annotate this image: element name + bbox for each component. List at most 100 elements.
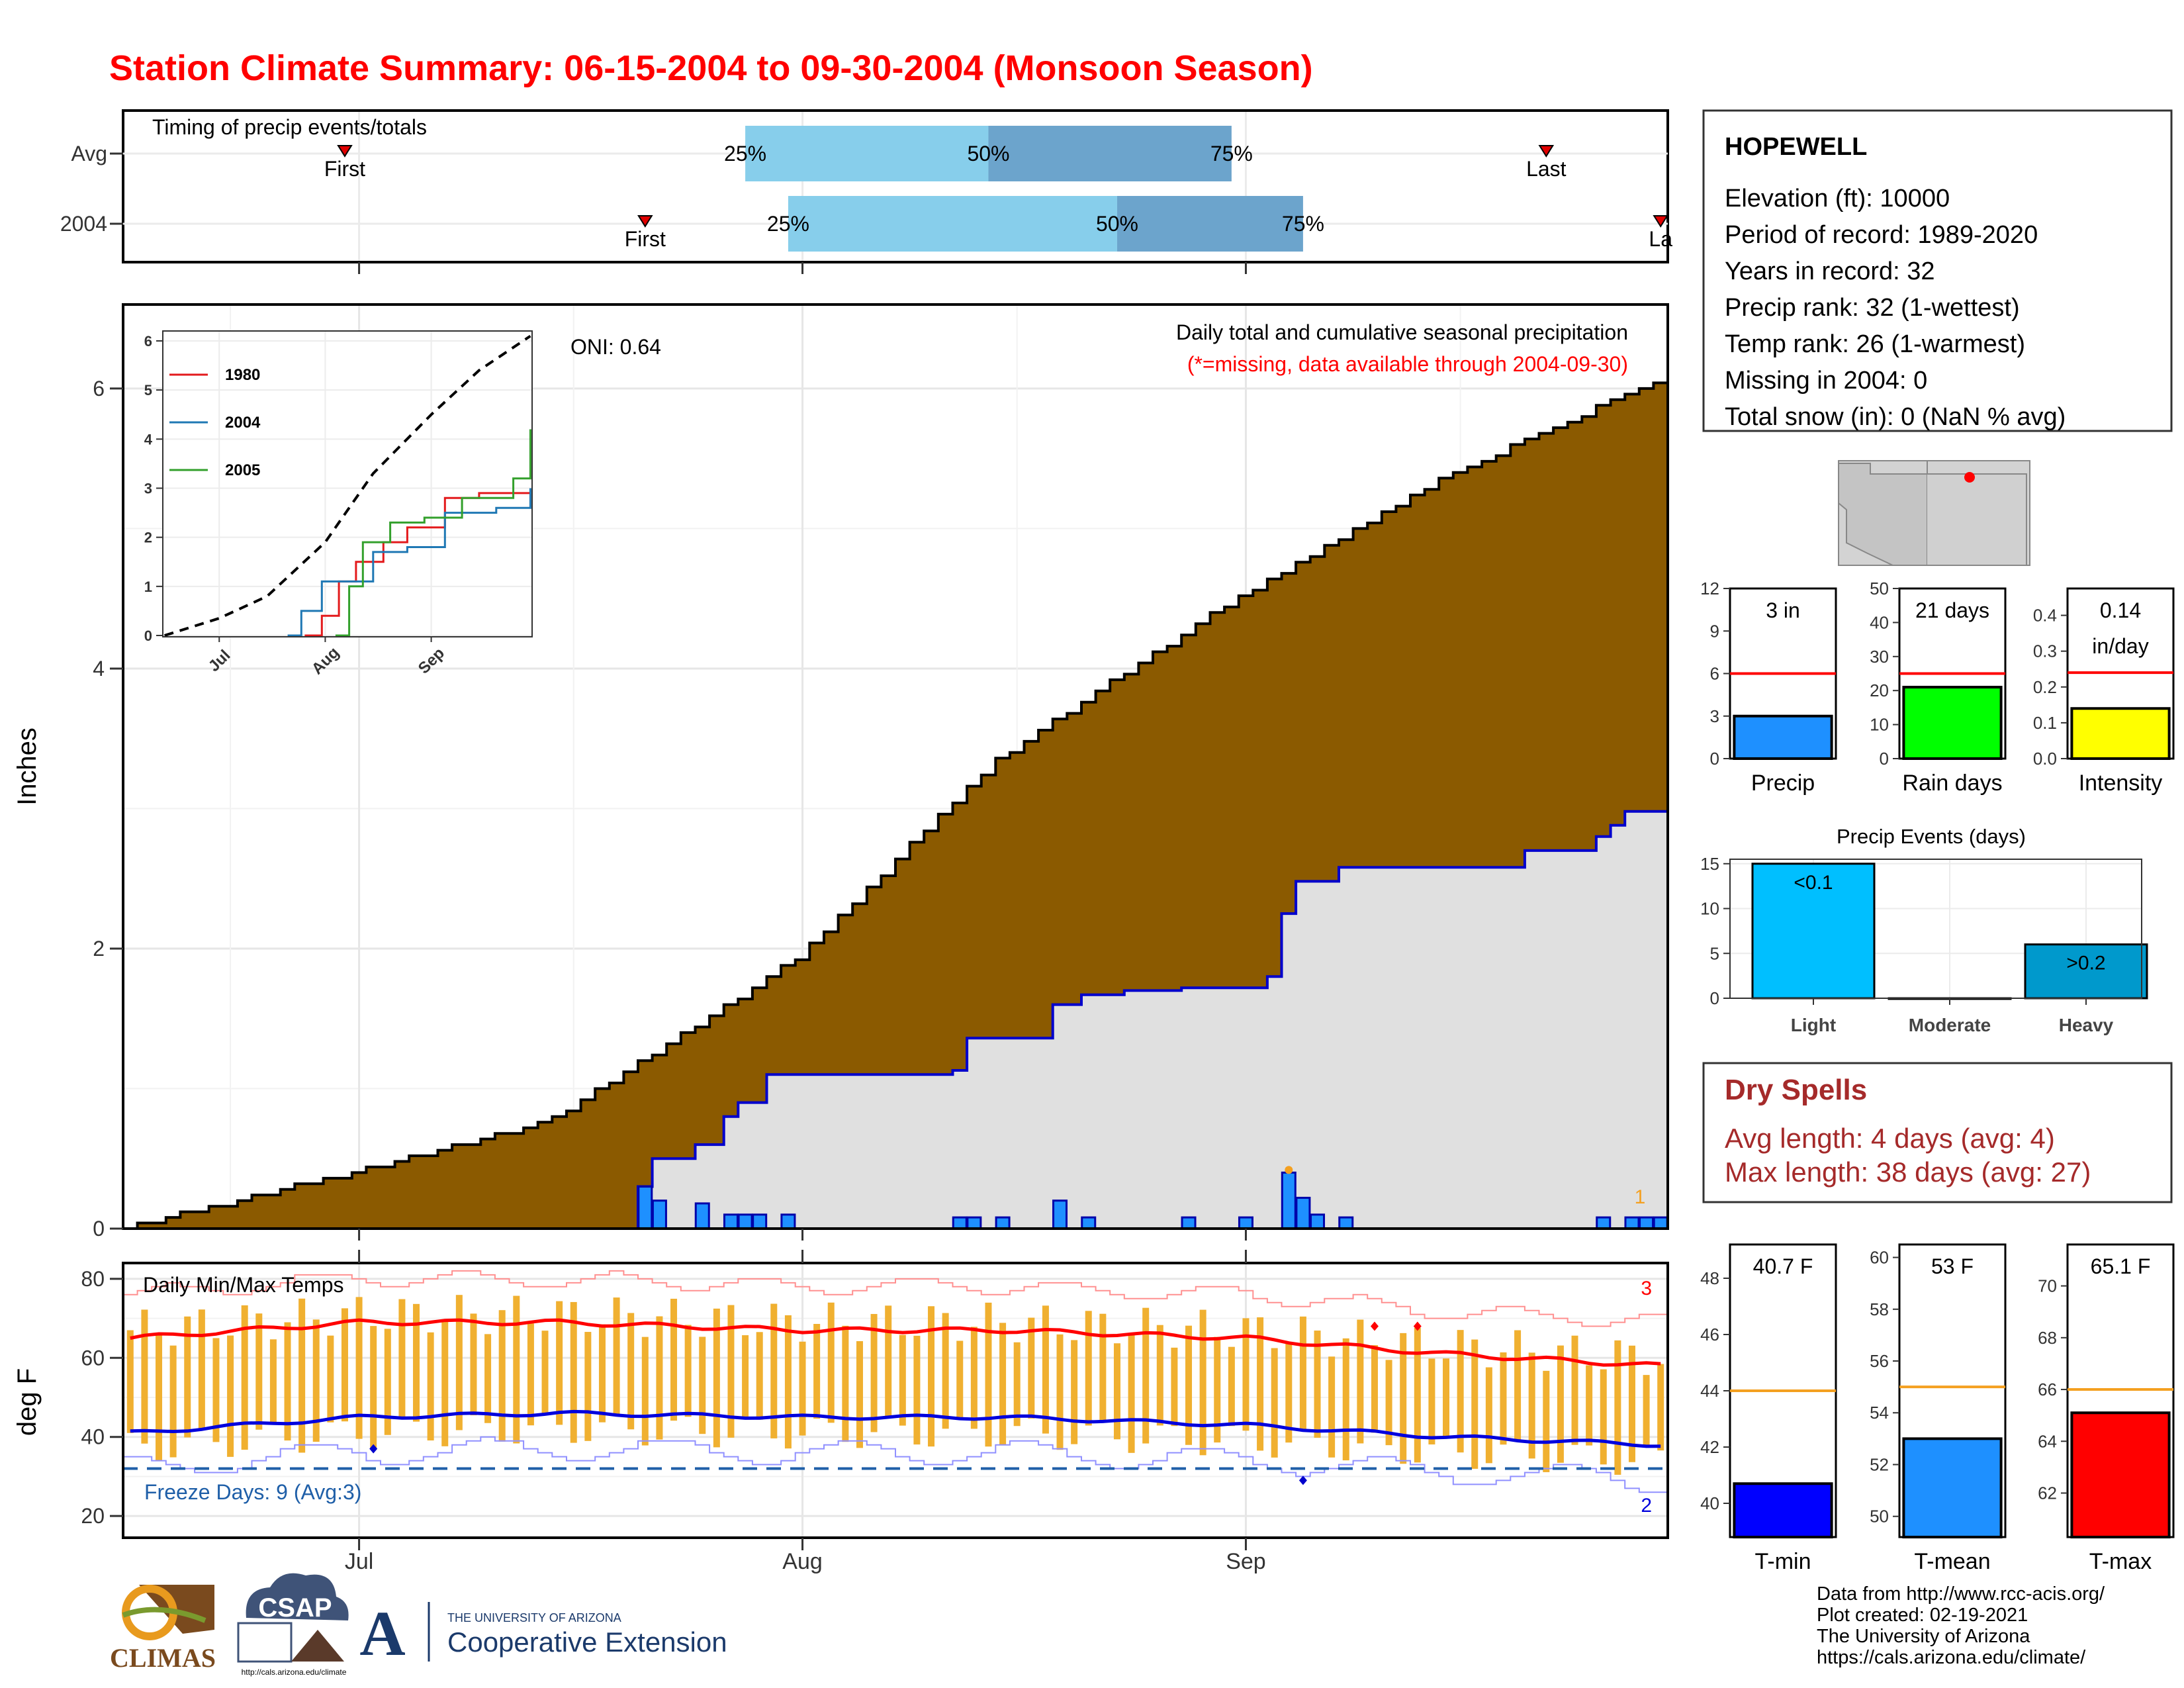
precip-events-chart: Precip Events (days) 0 5 10 15 <0.1 Light Mode…: [1700, 825, 2148, 1035]
raindays-summary: 0 10 20 30 40 50 21 days Rain days: [1870, 579, 2007, 796]
tmean-summary-y-tick-label: 56: [1870, 1351, 1889, 1371]
timing-last-label: La: [1649, 227, 1672, 251]
precip-summary-y-tick-label: 6: [1710, 664, 1719, 684]
date-x-tick-label: Aug: [782, 1549, 823, 1574]
temp-range-bar: [1285, 1343, 1293, 1443]
timing-first-label: First: [324, 157, 365, 181]
precip-y-ticks: 0 2 4 6: [93, 262, 1247, 1241]
precip-summary-y-tick-label: 0: [1710, 749, 1719, 769]
events-x-tick-label: Light: [1791, 1015, 1836, 1035]
intensity-summary: 0.0 0.1 0.2 0.3 0.4 0.14 in/day Intensity: [2033, 587, 2175, 796]
timing-q25-q50-bar: [745, 126, 989, 181]
temp-y-axis-label: deg F: [13, 1368, 42, 1436]
daily-precip-bar: [1624, 1216, 1640, 1230]
max-record-count: 3: [1641, 1278, 1652, 1299]
normal-max-line: [130, 1318, 1661, 1367]
inset-legend-label: 2004: [225, 414, 261, 432]
tmean-summary-y-tick-label: 60: [1870, 1248, 1889, 1268]
inset-frame: [162, 330, 533, 637]
timing-q50-label: 50%: [1096, 212, 1138, 236]
min-record-count: 2: [1641, 1495, 1652, 1517]
daily-precip-bar: [952, 1216, 968, 1230]
events-bar-label: <0.1: [1794, 872, 1833, 894]
raindays-summary-value-label: 21 days: [1915, 598, 1989, 622]
tmin-summary: 40 42 44 46 48 40.7 F T-min: [1700, 1243, 1837, 1574]
map-state-new-mexico: [1927, 473, 2027, 566]
timing-first-marker: [637, 215, 653, 228]
temp-range-bar: [298, 1298, 306, 1453]
daily-precip-bar: [737, 1213, 753, 1230]
daily-precip-bar: [966, 1216, 982, 1230]
temp-range-bar: [1357, 1319, 1364, 1444]
temp-range-bar: [799, 1341, 806, 1436]
csap-cloud-icon: [246, 1573, 349, 1620]
daily-precip-bar: [995, 1216, 1011, 1230]
tmean-summary-y-tick-label: 50: [1870, 1507, 1889, 1526]
daily-record-marker: [1285, 1166, 1293, 1174]
temp-range-bar: [1314, 1331, 1321, 1438]
temp-range-bar: [1385, 1360, 1392, 1446]
temp-range-bar: [584, 1332, 592, 1441]
temp-range-bar: [713, 1308, 720, 1448]
temp-range-bar: [1028, 1317, 1035, 1419]
raindays-summary-y-tick-label: 30: [1870, 647, 1889, 667]
csap-mountain-icon: [291, 1630, 344, 1662]
intensity-summary-y-tick-label: 0.3: [2033, 641, 2057, 661]
temp-range-bar: [370, 1326, 377, 1449]
temp-range-bar: [1600, 1369, 1607, 1465]
timing-q50-q75-bar: [988, 126, 1232, 181]
temp-range-bar: [156, 1333, 163, 1461]
temp-range-bar: [985, 1302, 992, 1447]
station-line-snow: Total snow (in): 0 (NaN % avg): [1725, 403, 2066, 431]
events-x-tick-label: Moderate: [1909, 1015, 1991, 1035]
temp-range-bar: [1628, 1345, 1635, 1462]
temp-range-bar: [1228, 1346, 1235, 1427]
temp-range-bar: [198, 1309, 205, 1429]
temp-range-bar: [1485, 1367, 1492, 1464]
raindays-summary-y-tick-label: 10: [1870, 715, 1889, 735]
climas-wordmark: CLIMAS: [110, 1643, 216, 1673]
station-box-frame: [1702, 109, 2173, 432]
daily-precip-bar: [1181, 1216, 1197, 1230]
daily-precip-bar: [1295, 1196, 1311, 1230]
temp-range-bar: [269, 1339, 277, 1425]
intensity-summary-y-tick-label: 0.4: [2033, 606, 2057, 626]
station-name: HOPEWELL: [1725, 133, 1867, 161]
temp-range-bar: [1428, 1358, 1435, 1445]
tmax-summary-y-tick-label: 62: [2038, 1483, 2057, 1503]
temp-range-bar: [641, 1336, 649, 1446]
tmin-summary-y-tick-label: 42: [1700, 1437, 1719, 1457]
temp-range-bar: [1113, 1343, 1120, 1440]
inset-y-tick-label: 3: [144, 481, 152, 497]
csap-chart-icon: [237, 1622, 293, 1663]
daily-precip-bar: [1238, 1216, 1253, 1230]
timing-last-marker: [1653, 215, 1668, 228]
temp-range-bar: [398, 1299, 406, 1418]
timing-first-label: First: [625, 227, 666, 251]
tmax-summary-value-bar: [2070, 1411, 2171, 1539]
temp-range-bar: [312, 1319, 320, 1442]
dry-spells-title: Dry Spells: [1725, 1074, 1867, 1106]
precip-y-tick-label: 0: [93, 1217, 105, 1241]
temp-range-bar: [327, 1335, 334, 1423]
raindays-summary-axis-label: Rain days: [1902, 771, 2002, 796]
timing-q25-q50-bar: [788, 196, 1117, 252]
intensity-summary-y-tick-label: 0.1: [2033, 713, 2057, 733]
tmin-summary-value-label: 40.7 F: [1753, 1254, 1813, 1278]
temp-range-bar: [656, 1316, 663, 1440]
temp-range-bar: [970, 1327, 978, 1429]
daily-precip-bar: [1310, 1213, 1326, 1230]
temp-range-bar: [1299, 1316, 1306, 1429]
daily-precip-bar: [780, 1213, 796, 1230]
temp-range-bar: [885, 1305, 892, 1418]
ua-big-text: Cooperative Extension: [447, 1626, 727, 1658]
temp-range-bar: [727, 1305, 735, 1438]
precip-panel-frame: [122, 303, 1669, 1230]
inset-bg: [163, 331, 532, 637]
temp-range-bar: [1056, 1334, 1064, 1450]
temp-range-bar: [384, 1329, 391, 1435]
daily-precip-bar: [694, 1202, 710, 1230]
temp-range-bar: [1571, 1335, 1578, 1445]
tmin-summary-y-tick-label: 48: [1700, 1268, 1719, 1288]
raindays-summary-y-tick-label: 0: [1880, 749, 1889, 769]
